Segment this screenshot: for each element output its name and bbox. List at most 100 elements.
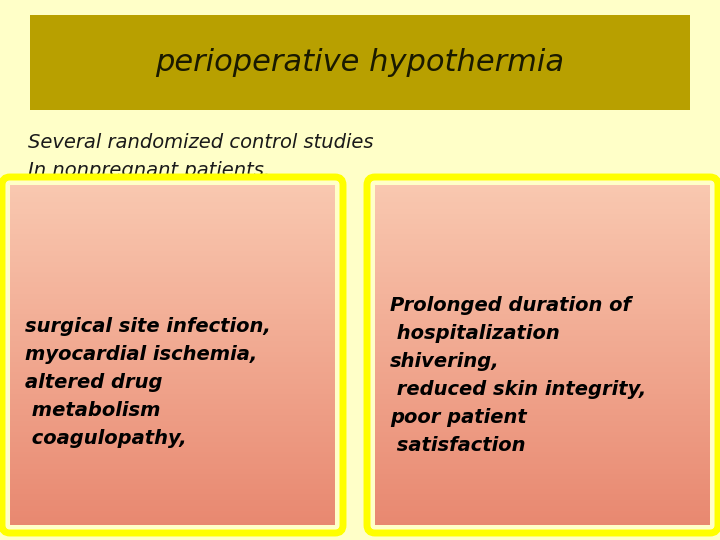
Bar — [375, 497, 710, 500]
Bar — [10, 358, 335, 360]
Bar — [375, 198, 710, 200]
Bar — [375, 314, 710, 316]
Bar — [10, 436, 335, 438]
Bar — [375, 453, 710, 455]
Bar — [10, 431, 335, 433]
Bar — [10, 348, 335, 350]
Bar — [10, 349, 335, 352]
Bar — [10, 185, 335, 187]
Bar — [10, 413, 335, 415]
Bar — [375, 487, 710, 489]
Bar — [375, 356, 710, 359]
Bar — [375, 310, 710, 313]
Bar — [10, 308, 335, 311]
Bar — [375, 212, 710, 214]
Bar — [10, 490, 335, 492]
Bar — [375, 275, 710, 277]
Bar — [375, 336, 710, 338]
Bar — [375, 293, 710, 295]
Bar — [375, 489, 710, 491]
Bar — [375, 312, 710, 314]
Bar — [10, 465, 335, 467]
Bar — [10, 303, 335, 306]
Bar — [10, 244, 335, 246]
Bar — [375, 370, 710, 372]
Bar — [375, 303, 710, 306]
Bar — [375, 399, 710, 401]
Bar — [375, 422, 710, 424]
Bar — [10, 295, 335, 297]
Bar — [10, 283, 335, 285]
Bar — [10, 271, 335, 273]
Bar — [10, 375, 335, 377]
Bar — [10, 440, 335, 442]
Bar — [10, 477, 335, 479]
Bar — [10, 363, 335, 365]
Bar — [10, 336, 335, 338]
Bar — [10, 254, 335, 256]
Bar — [375, 188, 710, 190]
Bar — [10, 253, 335, 255]
Bar — [375, 300, 710, 302]
Bar — [375, 518, 710, 520]
Bar — [10, 203, 335, 205]
Bar — [10, 269, 335, 272]
Bar — [10, 470, 335, 472]
Bar — [10, 444, 335, 447]
Bar — [10, 508, 335, 510]
Bar — [10, 456, 335, 458]
Bar — [10, 397, 335, 399]
Bar — [375, 509, 710, 511]
Bar — [10, 241, 335, 243]
Bar — [10, 443, 335, 445]
Bar — [375, 258, 710, 260]
Bar — [375, 467, 710, 469]
Bar — [10, 334, 335, 336]
Bar — [10, 285, 335, 287]
Bar — [375, 404, 710, 406]
Text: Several randomized control studies: Several randomized control studies — [28, 132, 374, 152]
Bar — [375, 400, 710, 403]
Bar — [375, 302, 710, 304]
Bar — [10, 385, 335, 387]
Bar — [375, 278, 710, 280]
Bar — [375, 330, 710, 333]
Bar — [10, 197, 335, 199]
Bar — [375, 200, 710, 202]
Bar — [375, 504, 710, 507]
Bar — [10, 249, 335, 251]
Bar — [10, 400, 335, 403]
Bar — [10, 217, 335, 219]
Bar — [375, 494, 710, 496]
Bar — [10, 278, 335, 280]
Bar — [375, 368, 710, 370]
Bar — [10, 453, 335, 455]
Bar — [375, 333, 710, 335]
Bar — [10, 448, 335, 450]
Bar — [375, 342, 710, 345]
Bar — [10, 200, 335, 202]
Bar — [375, 501, 710, 503]
Bar — [375, 190, 710, 192]
Bar — [375, 382, 710, 384]
Text: perioperative hypothermia: perioperative hypothermia — [156, 48, 564, 77]
Bar — [375, 448, 710, 450]
Bar — [10, 422, 335, 424]
Bar — [375, 499, 710, 501]
Bar — [10, 205, 335, 207]
Bar — [10, 487, 335, 489]
Bar — [375, 208, 710, 211]
Bar — [375, 485, 710, 488]
Bar — [10, 382, 335, 384]
Bar — [10, 292, 335, 294]
Bar — [10, 485, 335, 488]
Bar — [375, 429, 710, 431]
Bar — [375, 253, 710, 255]
Bar — [375, 231, 710, 233]
Bar — [375, 417, 710, 420]
Bar — [10, 424, 335, 427]
Bar — [10, 414, 335, 416]
Bar — [375, 441, 710, 443]
Bar — [375, 319, 710, 321]
Bar — [10, 310, 335, 313]
